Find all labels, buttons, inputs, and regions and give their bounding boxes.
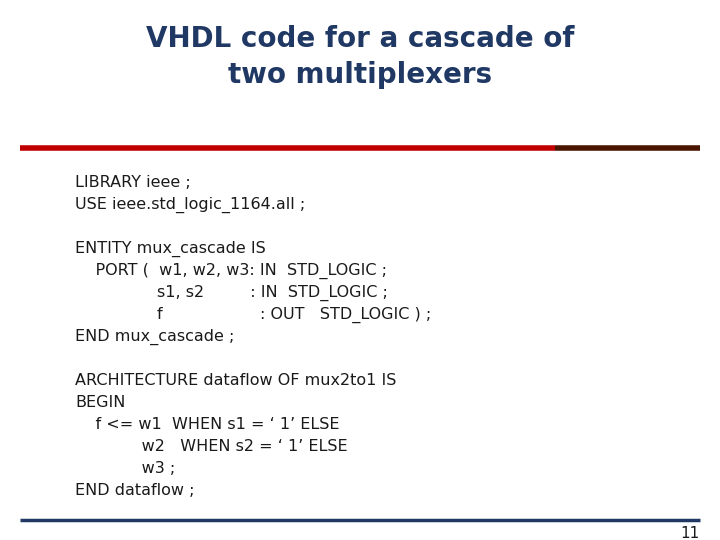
Text: s1, s2         : IN  STD_LOGIC ;: s1, s2 : IN STD_LOGIC ; — [75, 285, 388, 301]
Text: w2   WHEN s2 = ‘ 1’ ELSE: w2 WHEN s2 = ‘ 1’ ELSE — [75, 439, 348, 454]
Text: END mux_cascade ;: END mux_cascade ; — [75, 329, 235, 345]
Text: ARCHITECTURE dataflow OF mux2to1 IS: ARCHITECTURE dataflow OF mux2to1 IS — [75, 373, 397, 388]
Text: 11: 11 — [680, 526, 700, 540]
Text: END dataflow ;: END dataflow ; — [75, 483, 194, 498]
Text: BEGIN: BEGIN — [75, 395, 125, 410]
Text: VHDL code for a cascade of
two multiplexers: VHDL code for a cascade of two multiplex… — [145, 25, 575, 89]
Text: LIBRARY ieee ;: LIBRARY ieee ; — [75, 175, 191, 190]
Text: w3 ;: w3 ; — [75, 461, 175, 476]
Text: ENTITY mux_cascade IS: ENTITY mux_cascade IS — [75, 241, 266, 257]
Text: PORT (  w1, w2, w3: IN  STD_LOGIC ;: PORT ( w1, w2, w3: IN STD_LOGIC ; — [75, 263, 387, 279]
Text: USE ieee.std_logic_1164.all ;: USE ieee.std_logic_1164.all ; — [75, 197, 305, 213]
Text: f <= w1  WHEN s1 = ‘ 1’ ELSE: f <= w1 WHEN s1 = ‘ 1’ ELSE — [75, 417, 340, 432]
Text: f                   : OUT   STD_LOGIC ) ;: f : OUT STD_LOGIC ) ; — [75, 307, 431, 323]
